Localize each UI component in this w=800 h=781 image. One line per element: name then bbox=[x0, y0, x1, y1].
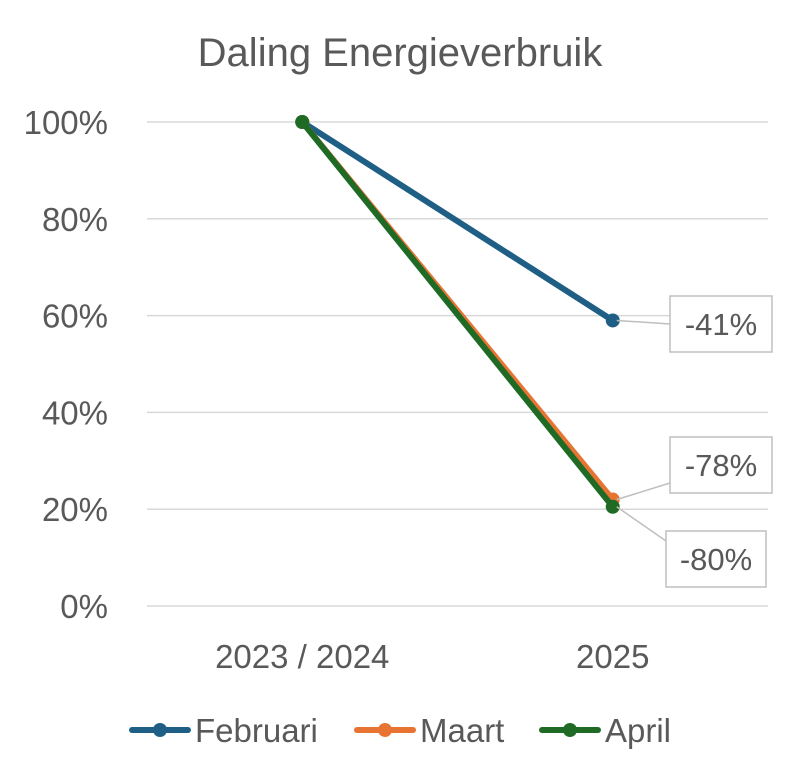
legend-item-februari: Februari bbox=[129, 712, 318, 749]
legend: Februari Maart April bbox=[129, 712, 671, 749]
callout-maart: -78% bbox=[616, 436, 773, 501]
y-tick-label: 20% bbox=[42, 491, 108, 528]
y-axis-ticks: 0% 20% 40% 60% 80% 100% bbox=[24, 104, 108, 625]
legend-marker bbox=[153, 723, 167, 737]
series-april bbox=[295, 115, 620, 514]
callout-leader bbox=[616, 506, 667, 542]
callout-box bbox=[669, 295, 773, 353]
legend-marker bbox=[378, 723, 392, 737]
chart-title: Daling Energieverbruik bbox=[198, 31, 604, 75]
data-point bbox=[605, 313, 620, 328]
legend-label: Februari bbox=[195, 712, 318, 749]
legend-label: April bbox=[605, 712, 671, 749]
y-tick-label: 80% bbox=[42, 201, 108, 238]
series-februari bbox=[295, 115, 620, 328]
y-tick-label: 40% bbox=[42, 394, 108, 431]
data-label-callouts: -41% -78% -80% bbox=[616, 295, 773, 588]
series-line bbox=[299, 119, 616, 510]
data-point bbox=[295, 115, 310, 129]
x-tick-label: 2025 bbox=[576, 638, 649, 675]
legend-item-april: April bbox=[539, 712, 671, 749]
series-line bbox=[299, 119, 616, 324]
callout-leader bbox=[616, 482, 671, 501]
data-label: -78% bbox=[685, 448, 757, 483]
y-tick-label: 0% bbox=[60, 588, 108, 625]
x-axis-ticks: 2023 / 2024 2025 bbox=[215, 638, 649, 675]
x-tick-label: 2023 / 2024 bbox=[215, 638, 389, 675]
callout-leader bbox=[616, 319, 671, 325]
legend-label: Maart bbox=[420, 712, 504, 749]
series-lines bbox=[295, 115, 620, 514]
y-tick-label: 100% bbox=[24, 104, 108, 141]
data-label: -41% bbox=[685, 307, 757, 342]
legend-marker bbox=[563, 723, 577, 737]
callout-box bbox=[669, 436, 773, 494]
callout-februari: -41% bbox=[616, 295, 773, 353]
legend-item-maart: Maart bbox=[354, 712, 504, 749]
callout-box bbox=[665, 530, 767, 588]
data-point bbox=[605, 499, 620, 514]
callout-april: -80% bbox=[616, 506, 767, 588]
y-tick-label: 60% bbox=[42, 298, 108, 335]
data-label: -80% bbox=[680, 542, 752, 577]
